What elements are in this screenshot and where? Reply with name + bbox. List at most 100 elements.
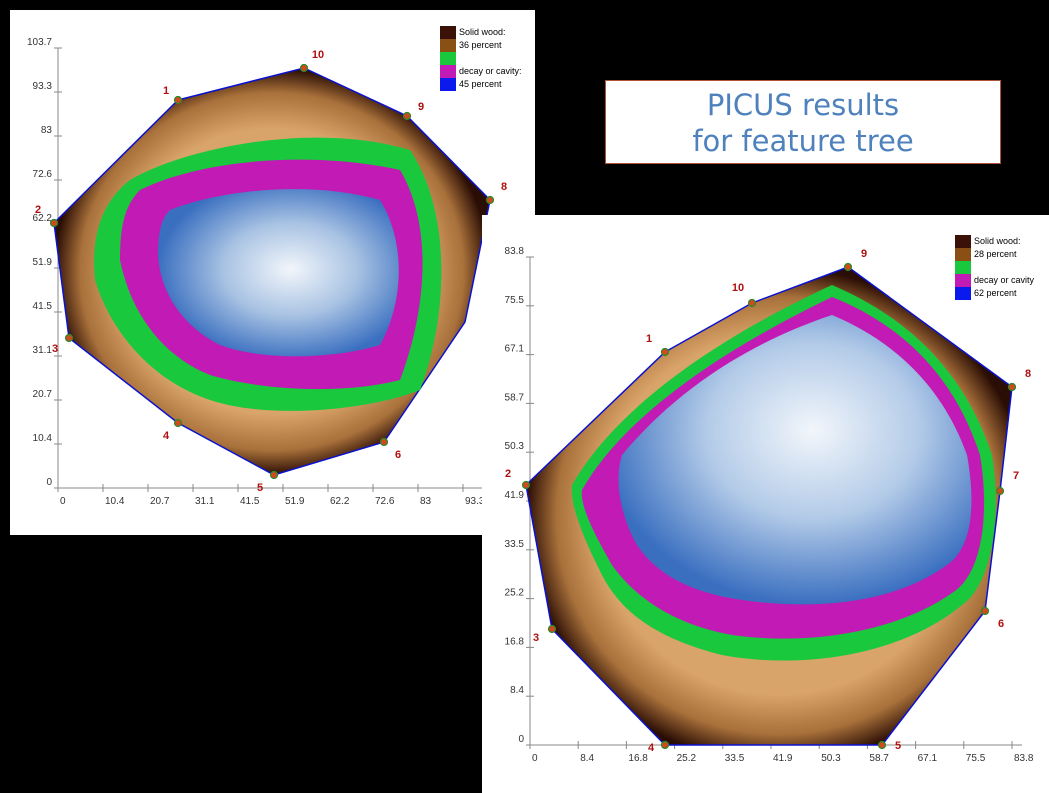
legend-solid-label: Solid wood: (459, 26, 506, 39)
sensor-point (271, 472, 278, 479)
title-line-2: for feature tree (606, 123, 1000, 159)
x-tick-label: 16.8 (628, 753, 648, 764)
y-tick-label: 16.8 (505, 636, 525, 647)
x-tick-label: 62.2 (330, 496, 350, 507)
legend-swatch-blue (440, 78, 456, 91)
legend-a: Solid wood: 36 percent decay or cavity: … (440, 26, 522, 91)
legend-swatch-solid-dark (440, 26, 456, 39)
x-tick-label: 31.1 (195, 496, 215, 507)
x-tick-label: 50.3 (821, 753, 841, 764)
sensor-point (175, 97, 182, 104)
legend-swatch-solid (440, 39, 456, 52)
y-tick-label: 67.1 (505, 344, 525, 355)
legend-solid-percent: 28 percent (974, 248, 1017, 261)
legend-swatch-green (955, 261, 971, 274)
x-tick-label: 8.4 (580, 753, 594, 764)
legend-decay-label: decay or cavity (974, 274, 1034, 287)
sensor-point (1009, 384, 1016, 391)
title-line-1: PICUS results (606, 87, 1000, 123)
sensor-point (66, 335, 73, 342)
sensor-point (982, 608, 989, 615)
legend-swatch-blue (955, 287, 971, 300)
y-tick-label: 72.6 (33, 169, 53, 180)
sensor-point (51, 220, 58, 227)
x-tick-label: 20.7 (150, 496, 170, 507)
x-tick-label: 0 (60, 496, 66, 507)
y-tick-label: 83 (41, 125, 53, 136)
x-tick-label: 41.5 (240, 496, 260, 507)
legend-decay-label: decay or cavity: (459, 65, 522, 78)
sensor-label: 4 (163, 430, 170, 442)
x-tick-label: 67.1 (918, 753, 938, 764)
x-tick-label: 41.9 (773, 753, 793, 764)
x-tick-label: 51.9 (285, 496, 305, 507)
sensor-label: 8 (1025, 368, 1031, 380)
sensor-point (662, 349, 669, 356)
x-tick-label: 58.7 (869, 753, 889, 764)
legend-decay-percent: 62 percent (974, 287, 1017, 300)
sensor-label: 6 (998, 618, 1004, 630)
sensor-point (381, 439, 388, 446)
sensor-label: 10 (732, 282, 744, 294)
sensor-label: 9 (418, 101, 424, 113)
sensor-label: 1 (646, 333, 652, 345)
y-tick-label: 33.5 (505, 539, 525, 550)
legend-swatch-solid (955, 248, 971, 261)
sensor-label: 2 (505, 468, 511, 480)
sensor-point (845, 264, 852, 271)
sensor-point (301, 65, 308, 72)
sensor-label: 2 (35, 204, 41, 216)
y-tick-label: 8.4 (510, 685, 524, 696)
y-tick-label: 0 (46, 477, 52, 488)
y-tick-label: 51.9 (33, 257, 53, 268)
tomogram-b-plot: 83.8 75.5 67.1 58.7 50.3 41.9 33.5 25.2 16.8 8.4 0… (482, 215, 1049, 793)
x-tick-label: 83.8 (1014, 753, 1034, 764)
sensor-label: 5 (257, 482, 263, 494)
sensor-label: 7 (1013, 470, 1019, 482)
legend-swatch-solid-dark (955, 235, 971, 248)
sensor-label: 4 (648, 742, 655, 754)
y-tick-label: 58.7 (505, 392, 525, 403)
y-tick-label: 93.3 (33, 81, 53, 92)
y-tick-label: 10.4 (33, 433, 53, 444)
x-tick-label: 33.5 (725, 753, 745, 764)
y-tick-label: 0 (518, 734, 524, 745)
sensor-point (175, 420, 182, 427)
x-tick-label: 83 (420, 496, 432, 507)
x-tick-label: 25.2 (677, 753, 697, 764)
sensor-point (662, 742, 669, 749)
sensor-point (487, 197, 494, 204)
sensor-label: 3 (52, 343, 58, 355)
sensor-point (404, 113, 411, 120)
sensor-label: 8 (501, 181, 507, 193)
y-tick-label: 31.1 (33, 345, 53, 356)
legend-solid-percent: 36 percent (459, 39, 502, 52)
legend-swatch-magenta (955, 274, 971, 287)
x-tick-label: 72.6 (375, 496, 395, 507)
sensor-label: 1 (163, 85, 169, 97)
sensor-point (749, 300, 756, 307)
tomogram-a-panel: 103.7 93.3 83 72.6 62.2 51.9 41.5 31.1 20.7 10.4 0… (10, 10, 535, 535)
y-tick-label: 83.8 (505, 246, 525, 257)
x-tick-labels: 0 10.4 20.7 31.1 41.5 51.9 62.2 72.6 83 93.3 (58, 484, 485, 507)
sensor-point (549, 626, 556, 633)
title-box: PICUS results for feature tree (605, 80, 1001, 164)
sensor-label: 5 (895, 740, 901, 752)
y-tick-label: 41.5 (33, 301, 53, 312)
sensor-label: 3 (533, 632, 539, 644)
y-tick-label: 103.7 (27, 37, 52, 48)
sensor-label: 10 (312, 49, 324, 61)
sensor-point (879, 742, 886, 749)
legend-solid-label: Solid wood: (974, 235, 1021, 248)
y-tick-label: 20.7 (33, 389, 53, 400)
legend-decay-percent: 45 percent (459, 78, 502, 91)
legend-b: Solid wood: 28 percent decay or cavity 6… (955, 235, 1034, 300)
tomogram-b-panel: 83.8 75.5 67.1 58.7 50.3 41.9 33.5 25.2 16.8 8.4 0… (482, 215, 1049, 793)
y-tick-labels: 103.7 93.3 83 72.6 62.2 51.9 41.5 31.1 20.7 10.4 0 (27, 37, 62, 488)
y-tick-label: 25.2 (505, 588, 525, 599)
y-tick-label: 75.5 (505, 295, 525, 306)
x-tick-label: 75.5 (966, 753, 986, 764)
y-tick-label: 50.3 (505, 441, 525, 452)
x-tick-label: 10.4 (105, 496, 125, 507)
x-tick-label: 0 (532, 753, 538, 764)
